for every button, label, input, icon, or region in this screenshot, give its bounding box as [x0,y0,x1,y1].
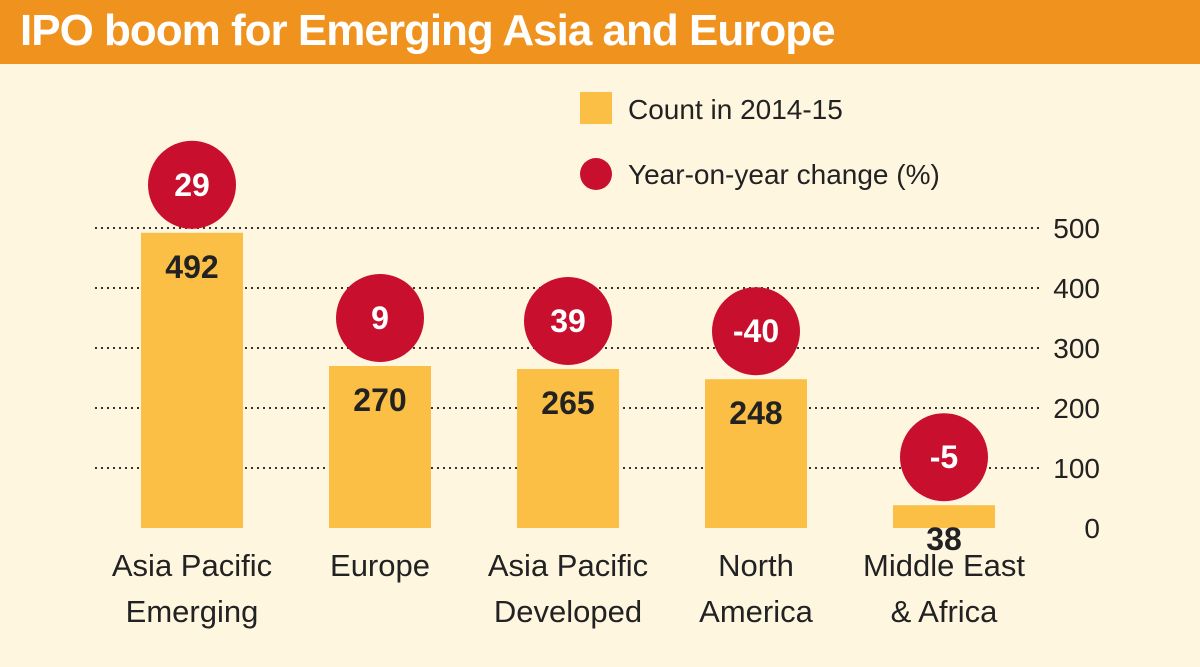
category-label: Asia Pacific [488,548,648,583]
change-circle [148,140,236,229]
chart-title: IPO boom for Emerging Asia and Europe [20,6,836,55]
y-tick-label: 500 [1053,213,1100,244]
category-label: Emerging [126,594,259,629]
change-value-label: 29 [174,167,210,203]
category-label: Asia Pacific [112,548,272,583]
y-tick-label: 200 [1053,393,1100,424]
change-value-label: -5 [930,439,958,475]
category-label: & Africa [891,594,999,629]
category-label: Developed [494,594,642,629]
y-tick-label: 0 [1084,513,1100,544]
legend-swatch-change [580,158,612,190]
y-tick-label: 100 [1053,453,1100,484]
bar [705,379,807,528]
bar-value-label: 270 [353,382,406,418]
category-label: America [699,594,813,629]
change-circle [336,274,424,362]
bar [517,369,619,528]
bar-value-label: 492 [165,249,218,285]
bar [329,366,431,528]
change-circle [524,277,612,365]
bar-value-label: 265 [541,385,594,421]
bar [893,505,995,528]
bar-value-label: 248 [729,395,782,431]
category-label: North [718,548,794,583]
legend-swatch-count [580,92,612,124]
y-tick-label: 300 [1053,333,1100,364]
change-circle [900,413,988,502]
change-value-label: -40 [733,313,779,349]
legend-label-change: Year-on-year change (%) [628,159,940,190]
change-circle [712,287,800,376]
change-value-label: 39 [550,303,586,339]
bar-value-label: 38 [926,521,962,557]
legend-label-count: Count in 2014-15 [628,94,843,125]
bar [141,232,243,529]
category-label: Middle East [863,548,1025,583]
change-value-label: 9 [371,300,389,336]
category-label: Europe [330,548,430,583]
y-tick-label: 400 [1053,273,1100,304]
title-bar: IPO boom for Emerging Asia and Europe [0,0,1200,64]
